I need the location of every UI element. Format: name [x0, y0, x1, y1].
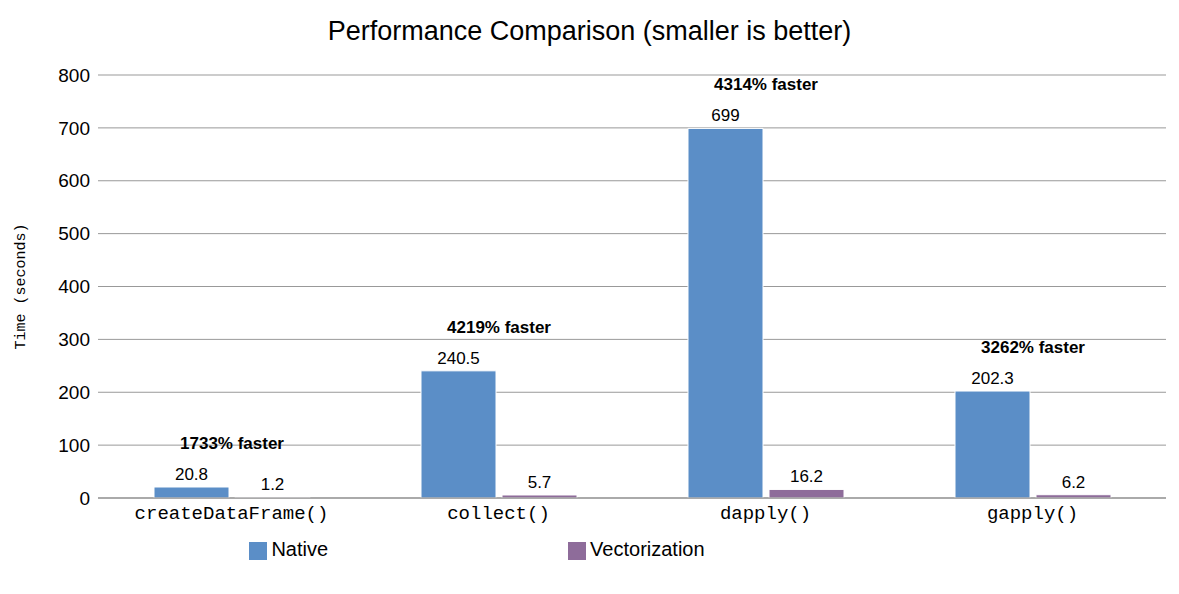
svg-text:4219% faster: 4219% faster: [447, 318, 551, 337]
svg-text:1733% faster: 1733% faster: [180, 434, 284, 453]
svg-text:400: 400: [58, 276, 90, 297]
html-text:Native: Native: [271, 538, 329, 560]
svg-text:699: 699: [711, 106, 739, 125]
svg-text:500: 500: [58, 223, 90, 244]
svg-text:0: 0: [79, 488, 90, 509]
svg-text:1.2: 1.2: [261, 475, 285, 494]
svg-text:dapply(): dapply(): [720, 503, 811, 525]
svg-text:700: 700: [58, 118, 90, 139]
svg-text:16.2: 16.2: [790, 467, 823, 486]
svg-text:collect(): collect(): [447, 503, 550, 525]
svg-text:202.3: 202.3: [971, 369, 1014, 388]
svg-text:240.5: 240.5: [437, 349, 480, 368]
svg-text:createDataFrame(): createDataFrame(): [135, 503, 329, 525]
svg-text:Time (seconds): Time (seconds): [13, 223, 30, 349]
svg-text:200: 200: [58, 382, 90, 403]
svg-text:300: 300: [58, 329, 90, 350]
svg-text:800: 800: [58, 65, 90, 86]
svg-text:6.2: 6.2: [1062, 473, 1086, 492]
svg-text:3262% faster: 3262% faster: [981, 338, 1085, 357]
svg-text:100: 100: [58, 435, 90, 456]
svg-text:20.8: 20.8: [175, 465, 208, 484]
html-text:Performance Comparison (smalle: Performance Comparison (smaller is bette…: [327, 16, 852, 46]
svg-text:600: 600: [58, 170, 90, 191]
svg-text:gapply(): gapply(): [987, 503, 1078, 525]
html-text:Vectorization: Vectorization: [590, 538, 705, 560]
svg-text:5.7: 5.7: [528, 473, 552, 492]
svg-text:4314% faster: 4314% faster: [714, 75, 818, 94]
